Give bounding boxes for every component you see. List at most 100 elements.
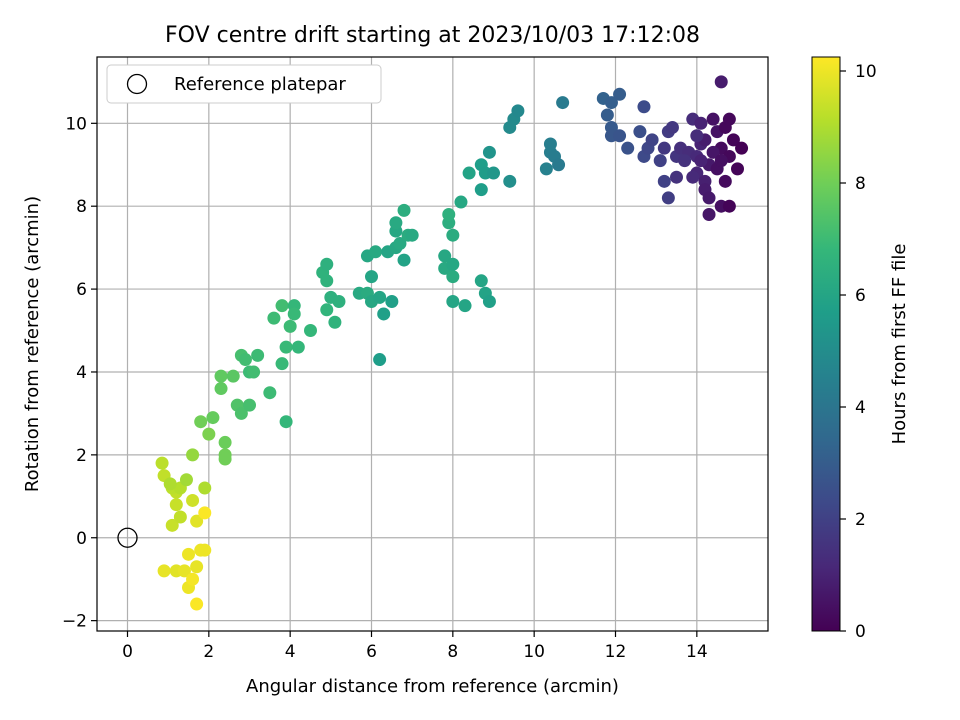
data-point [459, 299, 472, 312]
data-point [206, 411, 219, 424]
data-point [735, 142, 748, 155]
data-point [446, 270, 459, 283]
data-point [243, 399, 256, 412]
x-tick-label: 4 [285, 642, 296, 662]
data-point [247, 365, 260, 378]
colorbar-tick-label: 10 [855, 62, 877, 82]
y-tick-label: 4 [76, 363, 87, 383]
data-point [723, 113, 736, 126]
data-point [186, 448, 199, 461]
data-point [280, 341, 293, 354]
data-point [398, 254, 411, 267]
scatter-chart: FOV centre drift starting at 2023/10/03 … [0, 0, 960, 720]
y-tick-label: 10 [65, 114, 87, 134]
data-point [373, 353, 386, 366]
data-point [198, 544, 211, 557]
data-point [703, 208, 716, 221]
data-point [723, 200, 736, 213]
data-point [690, 129, 703, 142]
data-point [442, 208, 455, 221]
data-point [637, 100, 650, 113]
data-point [454, 196, 467, 209]
data-point [365, 270, 378, 283]
data-point [158, 564, 171, 577]
data-point [475, 274, 488, 287]
data-point [328, 316, 341, 329]
data-point [719, 175, 732, 188]
data-point [662, 191, 675, 204]
data-point [219, 453, 232, 466]
data-point [239, 353, 252, 366]
data-point [284, 320, 297, 333]
data-point [320, 303, 333, 316]
data-point [190, 598, 203, 611]
data-point [540, 162, 553, 175]
y-tick-label: 0 [76, 529, 87, 549]
data-point [389, 216, 402, 229]
data-point [156, 457, 169, 470]
x-axis-ticks: 0 2 4 6 8 10 12 14 [122, 631, 708, 662]
data-point [483, 146, 496, 159]
data-point [658, 142, 671, 155]
data-point [503, 175, 516, 188]
data-point [511, 104, 524, 117]
data-point [446, 258, 459, 271]
data-point [463, 167, 476, 180]
data-point [715, 154, 728, 167]
data-point [164, 477, 177, 490]
data-point [556, 96, 569, 109]
x-tick-label: 12 [605, 642, 627, 662]
data-point [446, 295, 459, 308]
data-point [251, 349, 264, 362]
colorbar-gradient [812, 57, 840, 631]
legend-label-reference: Reference platepar [174, 74, 346, 95]
data-point [219, 436, 232, 449]
data-point [332, 295, 345, 308]
legend: Reference platepar [107, 65, 381, 103]
data-point [198, 482, 211, 495]
data-point [198, 506, 211, 519]
y-tick-label: −2 [62, 612, 87, 632]
data-point [377, 307, 390, 320]
colorbar: 0 2 4 6 8 10 Hours from first FF file [812, 57, 910, 642]
data-point [621, 142, 634, 155]
y-tick-label: 8 [76, 197, 87, 217]
data-point [483, 295, 496, 308]
data-point [385, 295, 398, 308]
data-point [703, 191, 716, 204]
x-tick-label: 0 [122, 642, 133, 662]
data-point [170, 498, 183, 511]
data-points [118, 75, 748, 610]
data-point [658, 175, 671, 188]
data-point [194, 415, 207, 428]
data-point [280, 415, 293, 428]
data-point [292, 341, 305, 354]
data-point [276, 299, 289, 312]
x-tick-label: 2 [203, 642, 214, 662]
data-point [544, 138, 557, 151]
data-point [186, 573, 199, 586]
data-point [190, 560, 203, 573]
data-point [304, 324, 317, 337]
data-point [613, 88, 626, 101]
x-tick-label: 8 [447, 642, 458, 662]
data-point [276, 357, 289, 370]
data-point [446, 229, 459, 242]
data-point [601, 109, 614, 122]
data-point [670, 171, 683, 184]
data-point [487, 167, 500, 180]
y-tick-label: 6 [76, 280, 87, 300]
data-point [215, 382, 228, 395]
data-point [731, 162, 744, 175]
colorbar-label: Hours from first FF file [889, 244, 910, 445]
data-point [227, 370, 240, 383]
x-tick-label: 6 [366, 642, 377, 662]
colorbar-ticks: 0246810 [840, 62, 877, 642]
data-point [202, 428, 215, 441]
data-point [613, 129, 626, 142]
colorbar-tick-label: 6 [855, 286, 866, 306]
data-point [707, 113, 720, 126]
data-point [406, 229, 419, 242]
data-point [180, 473, 193, 486]
data-point [678, 154, 691, 167]
